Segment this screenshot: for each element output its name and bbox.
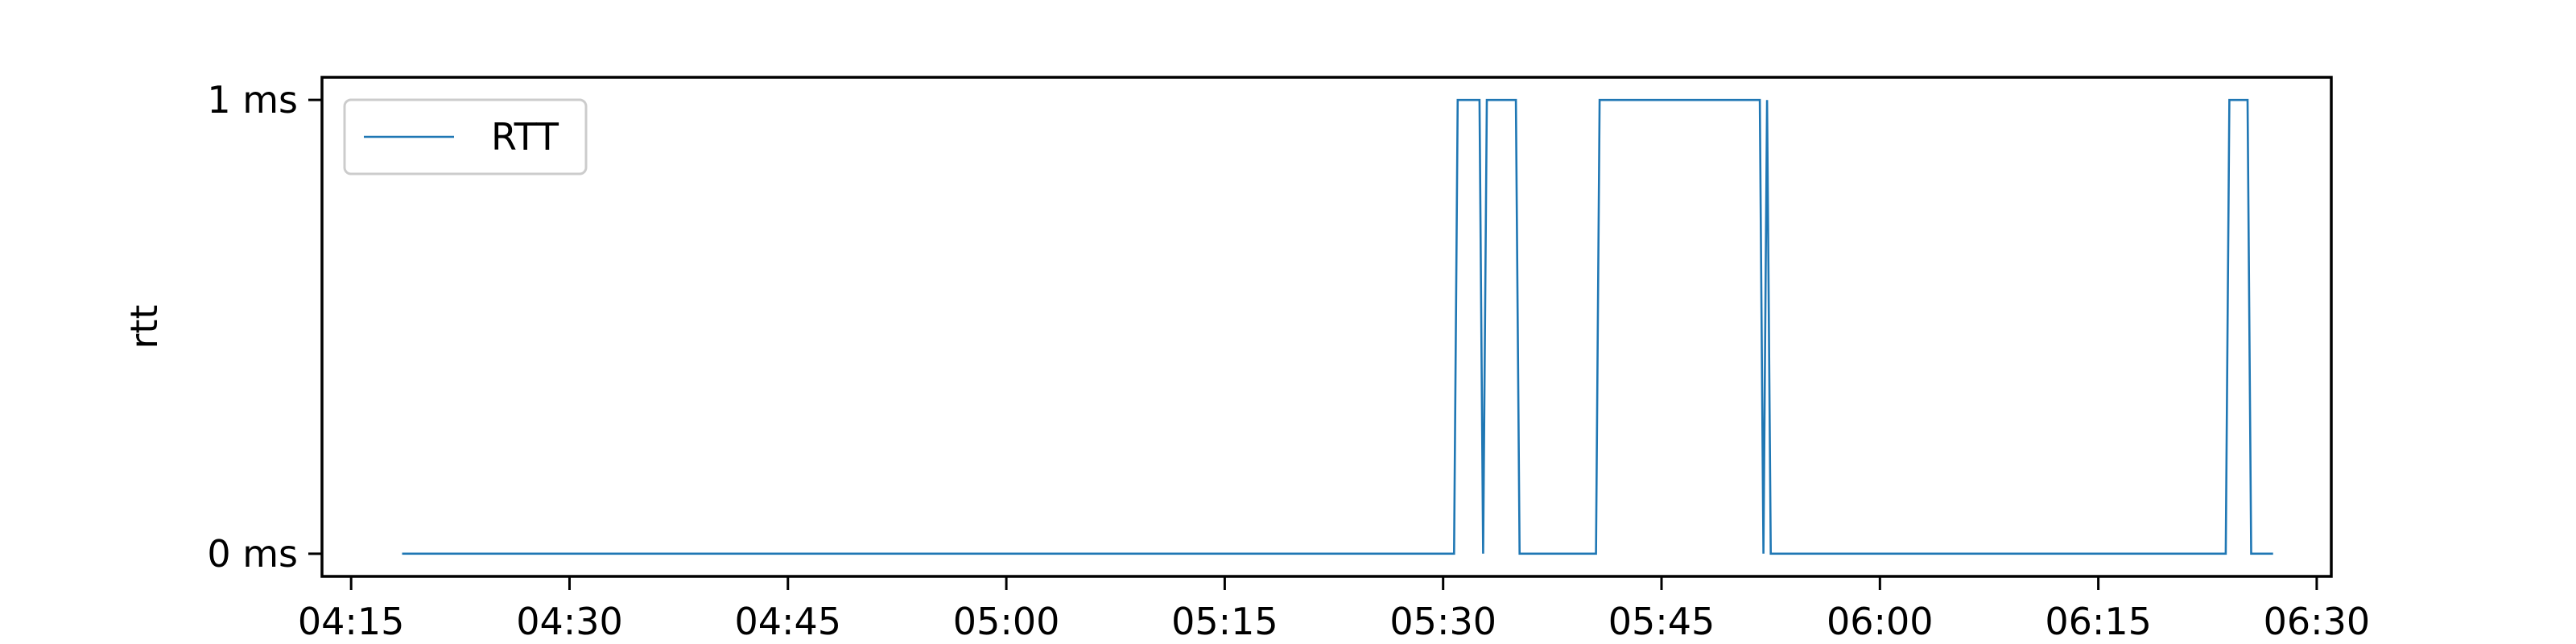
- legend-label-rtt: RTT: [491, 115, 559, 159]
- x-axis: 04:15 04:30 04:45 05:00 05:15 05:30 05:45 06:00…: [298, 576, 2370, 643]
- y-axis-label: rtt: [122, 305, 166, 349]
- x-tick-label: 05:45: [1608, 600, 1715, 643]
- axes-frame: [320, 76, 2333, 578]
- plot-area: [320, 76, 2333, 578]
- x-tick-label: 05:30: [1389, 600, 1496, 643]
- series-line-rtt: [402, 98, 2273, 555]
- x-tick-label: 04:30: [516, 600, 623, 643]
- x-tick-label: 06:30: [2264, 600, 2371, 643]
- legend: RTT: [343, 98, 588, 175]
- y-tick-label: 0 ms: [207, 532, 298, 576]
- x-tick-label: 06:00: [1827, 600, 1934, 643]
- y-tick-label: 1 ms: [207, 78, 298, 122]
- x-tick-label: 04:45: [734, 600, 841, 643]
- legend-box: [343, 98, 588, 175]
- y-axis: 0 ms 1 ms: [207, 78, 322, 576]
- x-tick-label: 04:15: [298, 600, 405, 643]
- x-tick-label: 05:15: [1171, 600, 1278, 643]
- x-tick-label: 05:00: [953, 600, 1060, 643]
- x-tick-label: 06:15: [2045, 600, 2152, 643]
